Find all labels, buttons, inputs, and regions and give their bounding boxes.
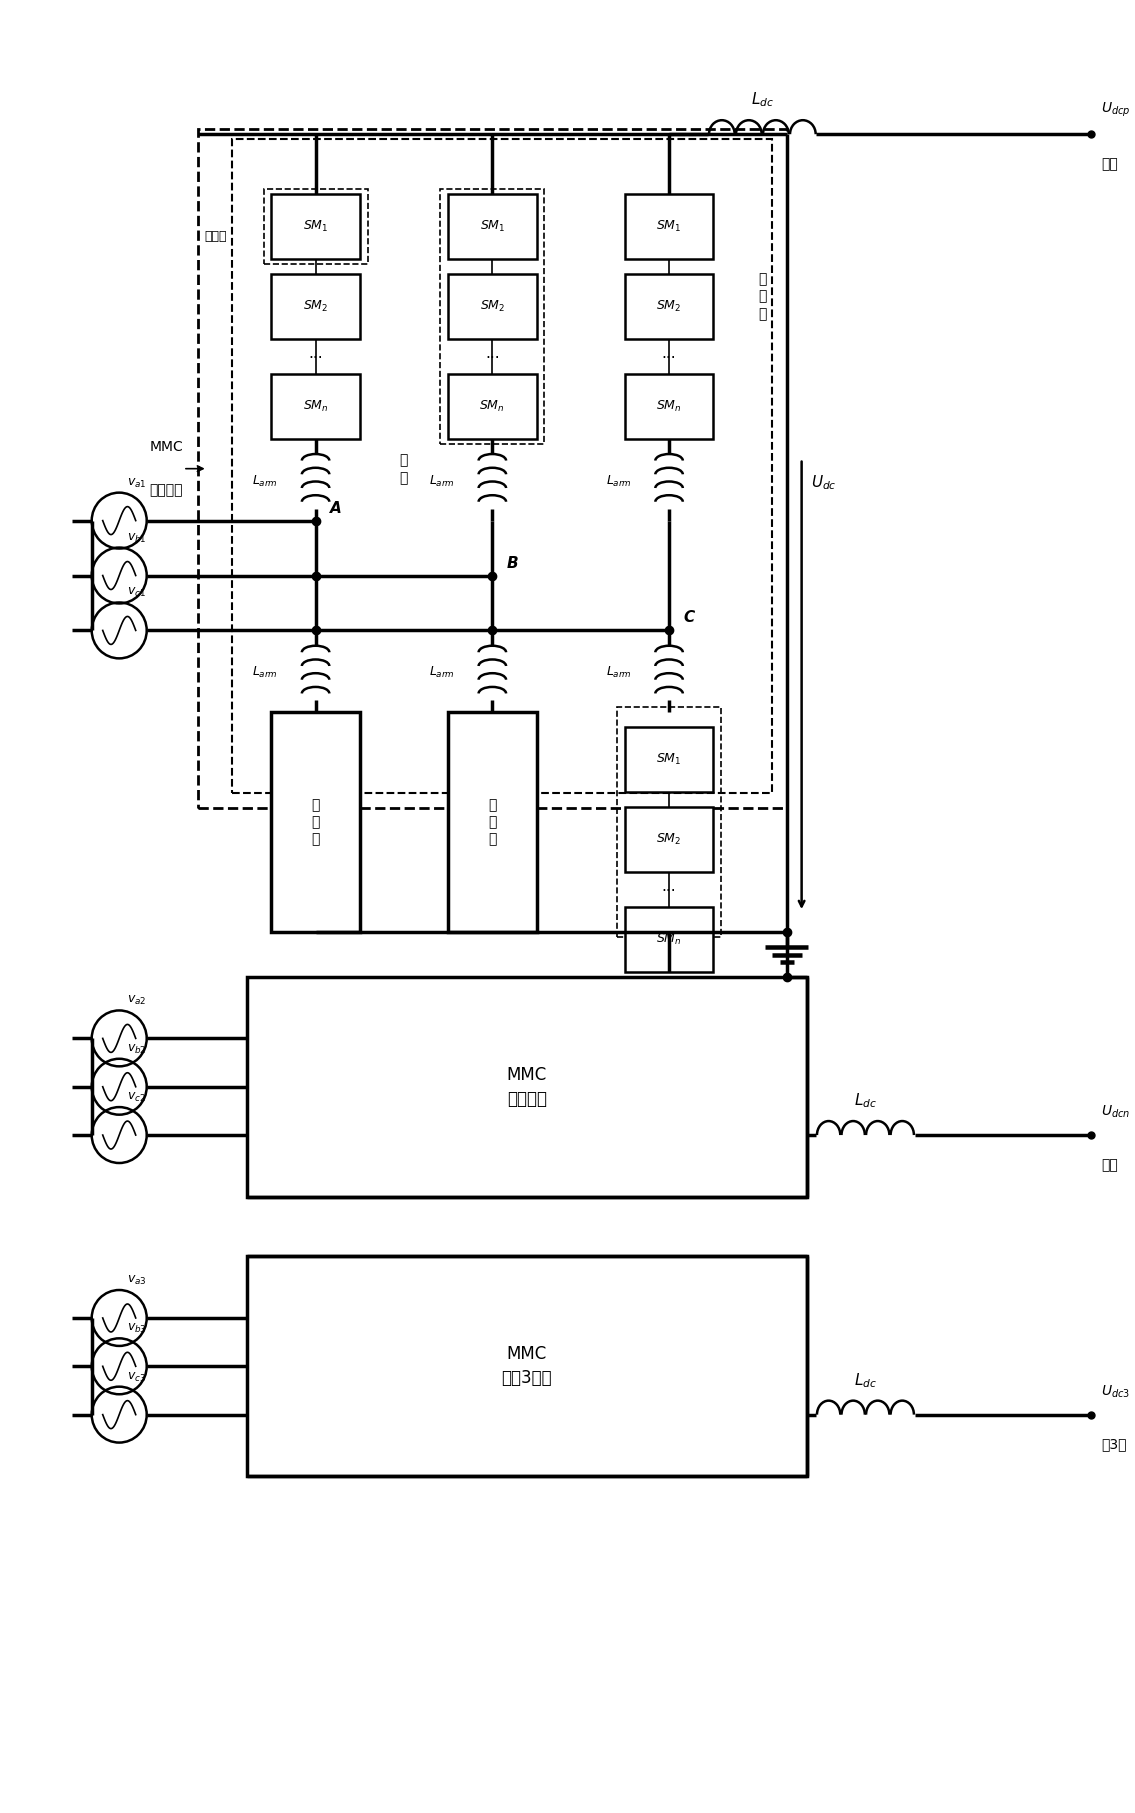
Bar [246, 977, 807, 1197]
Bar [197, 129, 787, 809]
Bar [625, 373, 713, 439]
Bar [271, 194, 360, 259]
Text: $L_{dc}$: $L_{dc}$ [854, 1091, 877, 1110]
Bar [233, 140, 772, 792]
Text: $SM_1$: $SM_1$ [303, 219, 328, 234]
Text: $L_{dc}$: $L_{dc}$ [854, 1371, 877, 1389]
Text: $v_{c3}$: $v_{c3}$ [127, 1371, 146, 1383]
Text: 第3极: 第3极 [1101, 1438, 1127, 1452]
Text: $v_{a2}$: $v_{a2}$ [127, 994, 146, 1008]
Text: ...: ... [662, 346, 676, 361]
Text: $SM_n$: $SM_n$ [656, 932, 682, 946]
Bar [271, 274, 360, 339]
Text: $SM_n$: $SM_n$ [479, 399, 505, 413]
Bar [625, 727, 713, 792]
Text: $v_{a3}$: $v_{a3}$ [127, 1275, 146, 1287]
Bar [263, 189, 368, 265]
Bar [617, 707, 721, 937]
Text: 正极: 正极 [1101, 158, 1118, 170]
Text: $v_{b1}$: $v_{b1}$ [127, 531, 146, 544]
Text: $L_{arm}$: $L_{arm}$ [429, 473, 455, 490]
Text: 子模块: 子模块 [204, 230, 227, 243]
Text: MMC
（负极）: MMC （负极） [506, 1066, 547, 1108]
Bar [440, 189, 545, 444]
Text: $SM_2$: $SM_2$ [303, 299, 328, 314]
Text: $v_{b2}$: $v_{b2}$ [127, 1042, 146, 1055]
Bar [448, 274, 537, 339]
Text: $v_{b3}$: $v_{b3}$ [127, 1322, 146, 1336]
Text: $v_{c2}$: $v_{c2}$ [127, 1091, 146, 1104]
Bar [271, 713, 360, 932]
Bar [271, 373, 360, 439]
Text: $L_{dc}$: $L_{dc}$ [751, 91, 774, 109]
Text: 相
单
元: 相 单 元 [758, 272, 766, 321]
Text: $SM_n$: $SM_n$ [303, 399, 328, 413]
Text: $SM_1$: $SM_1$ [656, 752, 682, 767]
Text: $SM_2$: $SM_2$ [480, 299, 505, 314]
Text: $U_{dc}$: $U_{dc}$ [812, 473, 838, 493]
Text: 负极: 负极 [1101, 1159, 1118, 1171]
Text: $L_{arm}$: $L_{arm}$ [606, 665, 632, 680]
Bar [625, 274, 713, 339]
Text: B: B [507, 555, 519, 571]
Bar [246, 1256, 807, 1476]
Text: $SM_1$: $SM_1$ [656, 219, 682, 234]
Bar [448, 194, 537, 259]
Text: $U_{dcp}$: $U_{dcp}$ [1101, 102, 1130, 120]
Text: $L_{arm}$: $L_{arm}$ [252, 665, 278, 680]
Text: ...: ... [662, 879, 676, 894]
Text: $L_{arm}$: $L_{arm}$ [429, 665, 455, 680]
Text: $v_{a1}$: $v_{a1}$ [127, 477, 146, 490]
Text: 桥
臂: 桥 臂 [400, 453, 409, 486]
Text: $SM_n$: $SM_n$ [656, 399, 682, 413]
Text: ...: ... [485, 346, 499, 361]
Text: $SM_2$: $SM_2$ [656, 299, 682, 314]
Bar [625, 906, 713, 972]
Text: （正极）: （正极） [150, 484, 183, 497]
Bar [625, 807, 713, 872]
Text: $SM_2$: $SM_2$ [656, 832, 682, 847]
Text: $L_{arm}$: $L_{arm}$ [252, 473, 278, 490]
Text: ...: ... [309, 346, 322, 361]
Bar [448, 373, 537, 439]
Text: $U_{dc3}$: $U_{dc3}$ [1101, 1383, 1130, 1400]
Bar [625, 194, 713, 259]
Text: A: A [330, 500, 342, 515]
Text: $U_{dcn}$: $U_{dcn}$ [1101, 1104, 1130, 1120]
Text: 下
桥
臂: 下 桥 臂 [488, 798, 496, 847]
Text: $SM_1$: $SM_1$ [480, 219, 505, 234]
Text: MMC
（第3极）: MMC （第3极） [502, 1345, 552, 1387]
Text: MMC: MMC [150, 441, 183, 453]
Text: $v_{c1}$: $v_{c1}$ [127, 586, 146, 600]
Text: $L_{arm}$: $L_{arm}$ [606, 473, 632, 490]
Text: C: C [683, 611, 695, 625]
Bar [448, 713, 537, 932]
Text: 下
桥
臂: 下 桥 臂 [311, 798, 320, 847]
